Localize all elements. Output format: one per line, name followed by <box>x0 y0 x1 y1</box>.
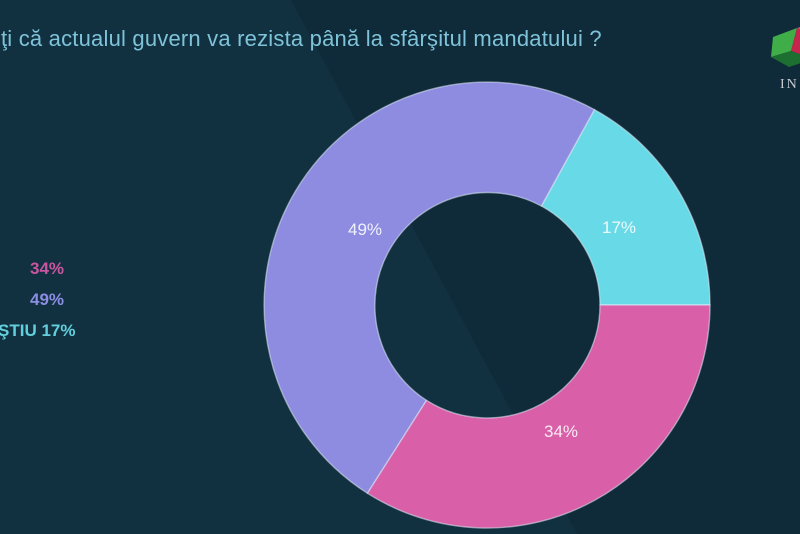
legend-item-da: 34% <box>30 259 65 278</box>
logo-text: IN <box>780 77 799 92</box>
slice-label-pink: 34% <box>544 422 578 441</box>
inscop-logo: IN <box>771 27 800 97</box>
legend-item-nu-stiu: ŞTIU 17% <box>0 321 76 340</box>
legend-item-nu: 49% <box>30 290 65 309</box>
slice-label-purple: 49% <box>348 220 382 239</box>
page-title: ţi că actualul guvern va rezista până la… <box>1 26 602 51</box>
slice-label-cyan: 17% <box>602 218 636 237</box>
slice-pink-34 <box>366 304 711 529</box>
inscop-cube-icon <box>771 27 800 67</box>
slice-cyan-17 <box>540 108 711 306</box>
slice-purple-49 <box>263 81 596 494</box>
